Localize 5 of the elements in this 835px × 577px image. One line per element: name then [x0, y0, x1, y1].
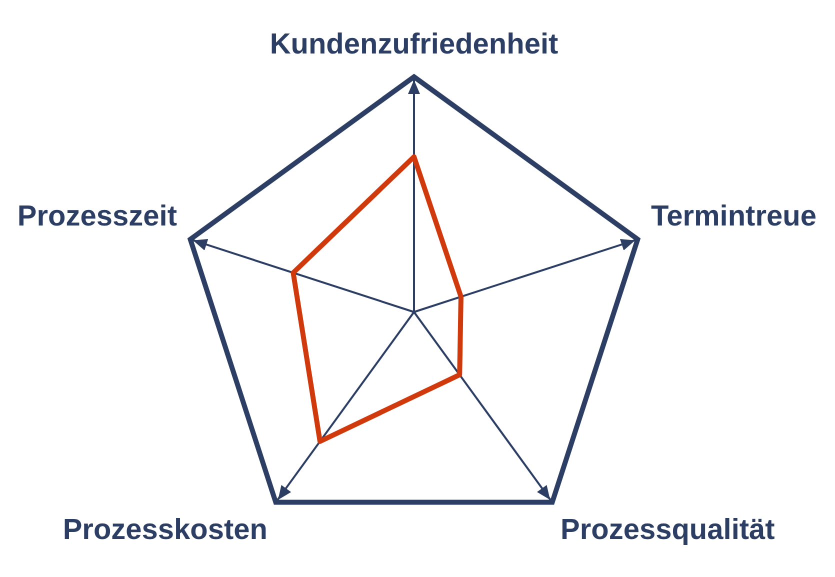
spoke-label: Termintreue	[651, 200, 816, 233]
spoke-label: Prozessqualität	[560, 514, 776, 546]
spoke-label: Prozesszeit	[17, 200, 178, 233]
spoke-label: Prozesskosten	[62, 514, 268, 546]
spoke-label: Kundenzufriedenheit	[270, 28, 559, 60]
